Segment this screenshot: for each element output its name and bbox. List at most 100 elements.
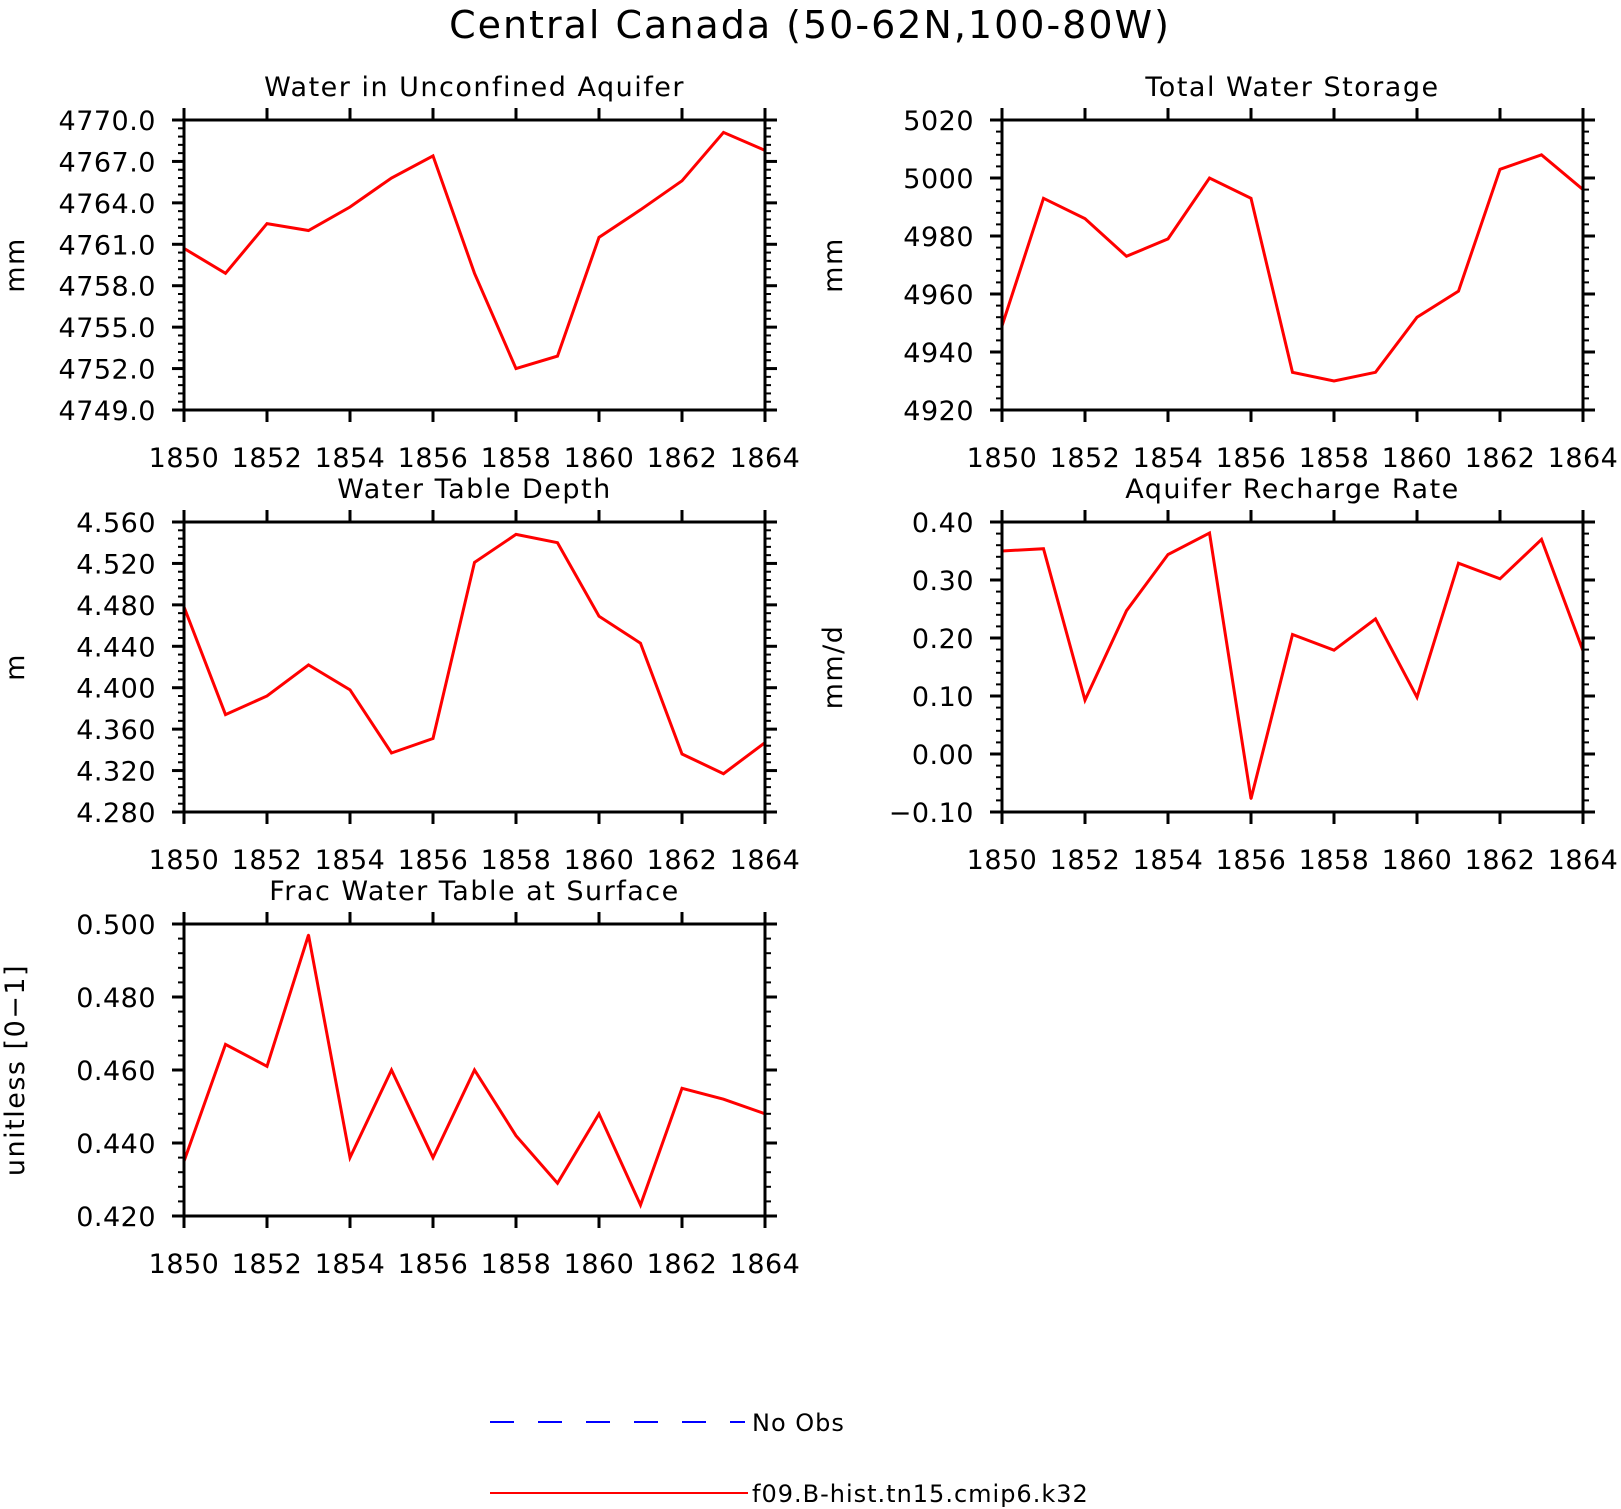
data-point <box>1042 197 1045 200</box>
x-tick-label: 1860 <box>564 1249 635 1280</box>
y-tick-label: 4920 <box>903 396 974 427</box>
x-tick-label: 1854 <box>1133 443 1204 474</box>
y-tick-label: 4.400 <box>76 674 156 705</box>
data-point <box>514 533 518 536</box>
y-tick-label: 0.20 <box>912 624 974 655</box>
y-tick-label: 4.520 <box>76 549 156 580</box>
x-tick-label: 1856 <box>398 443 469 474</box>
data-point <box>1166 553 1170 556</box>
x-tick-label: 1862 <box>1465 443 1536 474</box>
x-tick-label: 1862 <box>647 443 718 474</box>
data-point <box>265 222 269 225</box>
panel-title: Water Table Depth <box>337 474 612 505</box>
panel-title: Aquifer Recharge Rate <box>1125 474 1460 505</box>
x-tick-label: 1864 <box>730 845 801 876</box>
data-point <box>473 561 476 564</box>
x-tick-label: 1860 <box>564 443 635 474</box>
y-tick-label: −0.10 <box>889 798 974 829</box>
y-tick-label: 4940 <box>903 338 974 369</box>
x-tick-label: 1864 <box>1548 443 1619 474</box>
data-point <box>307 229 310 232</box>
x-tick-label: 1858 <box>481 443 552 474</box>
data-point <box>556 1182 559 1185</box>
data-point <box>1042 547 1045 550</box>
data-point <box>390 1068 393 1072</box>
y-tick-label: 5020 <box>903 106 974 137</box>
data-point <box>1249 197 1253 200</box>
data-point <box>307 663 310 667</box>
x-tick-label: 1858 <box>481 845 552 876</box>
plot-frame <box>1000 118 1585 412</box>
data-point <box>473 272 476 275</box>
y-tick-label: 4.440 <box>76 632 156 663</box>
data-point <box>1125 609 1128 612</box>
data-point <box>1540 538 1543 541</box>
y-tick-label: 4.480 <box>76 591 156 622</box>
data-point <box>1166 237 1170 241</box>
plot-frame <box>182 520 767 814</box>
data-point <box>1291 633 1294 636</box>
series-line <box>1002 530 1583 800</box>
data-point <box>348 205 352 209</box>
data-point <box>1208 531 1211 535</box>
data-point <box>431 1156 435 1159</box>
y-tick-label: 4980 <box>903 222 974 253</box>
data-point <box>224 713 227 716</box>
legend: No Obs f09.B-hist.tn15.cmip6.k32 <box>490 1409 1088 1508</box>
x-tick-label: 1858 <box>1299 845 1370 876</box>
x-tick-label: 1850 <box>149 845 220 876</box>
x-tick-label: 1850 <box>149 443 220 474</box>
data-point <box>722 131 725 134</box>
data-point <box>1332 649 1336 652</box>
data-point <box>680 1087 684 1090</box>
x-tick-label: 1864 <box>730 443 801 474</box>
data-point <box>1415 316 1419 319</box>
y-tick-label: 0.40 <box>912 508 974 539</box>
y-tick-label: 4.320 <box>76 757 156 788</box>
y-axis-label: m <box>0 653 31 681</box>
x-tick-label: 1862 <box>1465 845 1536 876</box>
y-axis-label: mm <box>818 237 849 293</box>
y-tick-label: 4752.0 <box>59 355 156 386</box>
data-point <box>1332 379 1336 383</box>
panel-1: Water in Unconfined Aquifer 4749.0 4752.0 4… <box>0 72 800 474</box>
data-point <box>224 272 227 275</box>
y-tick-label: 4767.0 <box>59 147 156 178</box>
data-point <box>390 751 393 755</box>
x-tick-label: 1852 <box>232 845 303 876</box>
y-tick-label: 5000 <box>903 164 974 195</box>
x-tick-label: 1860 <box>1382 443 1453 474</box>
data-point <box>265 694 269 698</box>
data-point <box>1457 289 1460 293</box>
y-tick-label: 0.420 <box>76 1202 156 1233</box>
x-tick-label: 1850 <box>967 443 1038 474</box>
data-point <box>597 615 601 618</box>
y-tick-label: 4761.0 <box>59 230 156 261</box>
panel-3: Water Table Depth 4.280 4.320 4.360 4.400 4.4… <box>0 474 800 876</box>
y-axis-label: unitless [0−1] <box>0 964 31 1176</box>
data-point <box>1083 698 1087 702</box>
panels: Water in Unconfined Aquifer 4749.0 4752.0 4… <box>0 72 1618 1280</box>
data-point <box>1083 217 1087 220</box>
data-point <box>1540 153 1543 156</box>
data-point <box>556 541 559 544</box>
x-tick-label: 1854 <box>315 1249 386 1280</box>
x-tick-label: 1856 <box>1216 443 1287 474</box>
data-point <box>1125 255 1128 258</box>
data-point <box>1415 696 1419 699</box>
plot-frame <box>1000 520 1585 814</box>
x-tick-label: 1852 <box>232 1249 303 1280</box>
data-point <box>722 1098 725 1101</box>
x-tick-label: 1850 <box>967 845 1038 876</box>
y-tick-label: 0.480 <box>76 983 156 1014</box>
series-line <box>184 130 765 371</box>
figure-title: Central Canada (50-62N,100-80W) <box>449 3 1171 47</box>
y-tick-label: 4.280 <box>76 798 156 829</box>
panel-2: Total Water Storage 4920 4940 4960 4980 5000 5… <box>818 72 1618 474</box>
x-tick-label: 1860 <box>564 845 635 876</box>
data-point <box>265 1065 269 1068</box>
x-tick-label: 1854 <box>315 845 386 876</box>
y-tick-label: 0.460 <box>76 1056 156 1087</box>
data-point <box>307 933 310 937</box>
